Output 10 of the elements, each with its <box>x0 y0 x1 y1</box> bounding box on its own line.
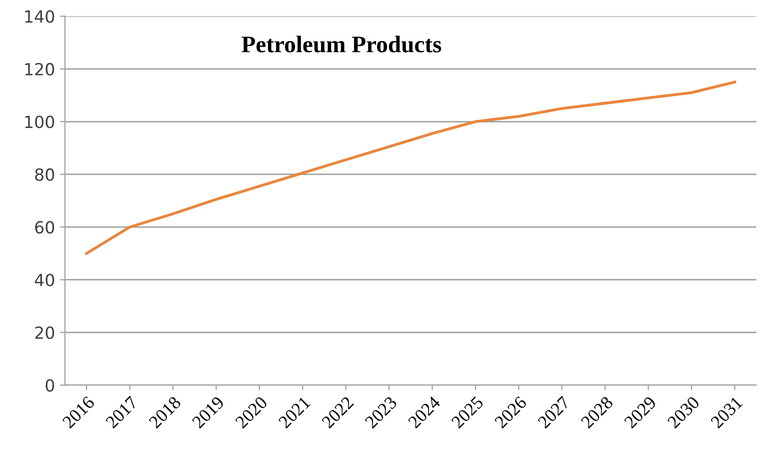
y-tick-label: 20 <box>35 326 54 339</box>
line-series <box>85 80 736 255</box>
y-tick-label: 60 <box>35 220 54 234</box>
y-tick-label: 100 <box>25 116 54 128</box>
y-tick-label: 80 <box>35 168 54 181</box>
y-tick-label: 0 <box>46 379 54 392</box>
y-tick-label: 40 <box>34 274 54 286</box>
text: Petroleum Products <box>242 36 442 52</box>
y-tick-label: 120 <box>25 62 54 76</box>
y-tick-label: 140 <box>25 10 54 23</box>
